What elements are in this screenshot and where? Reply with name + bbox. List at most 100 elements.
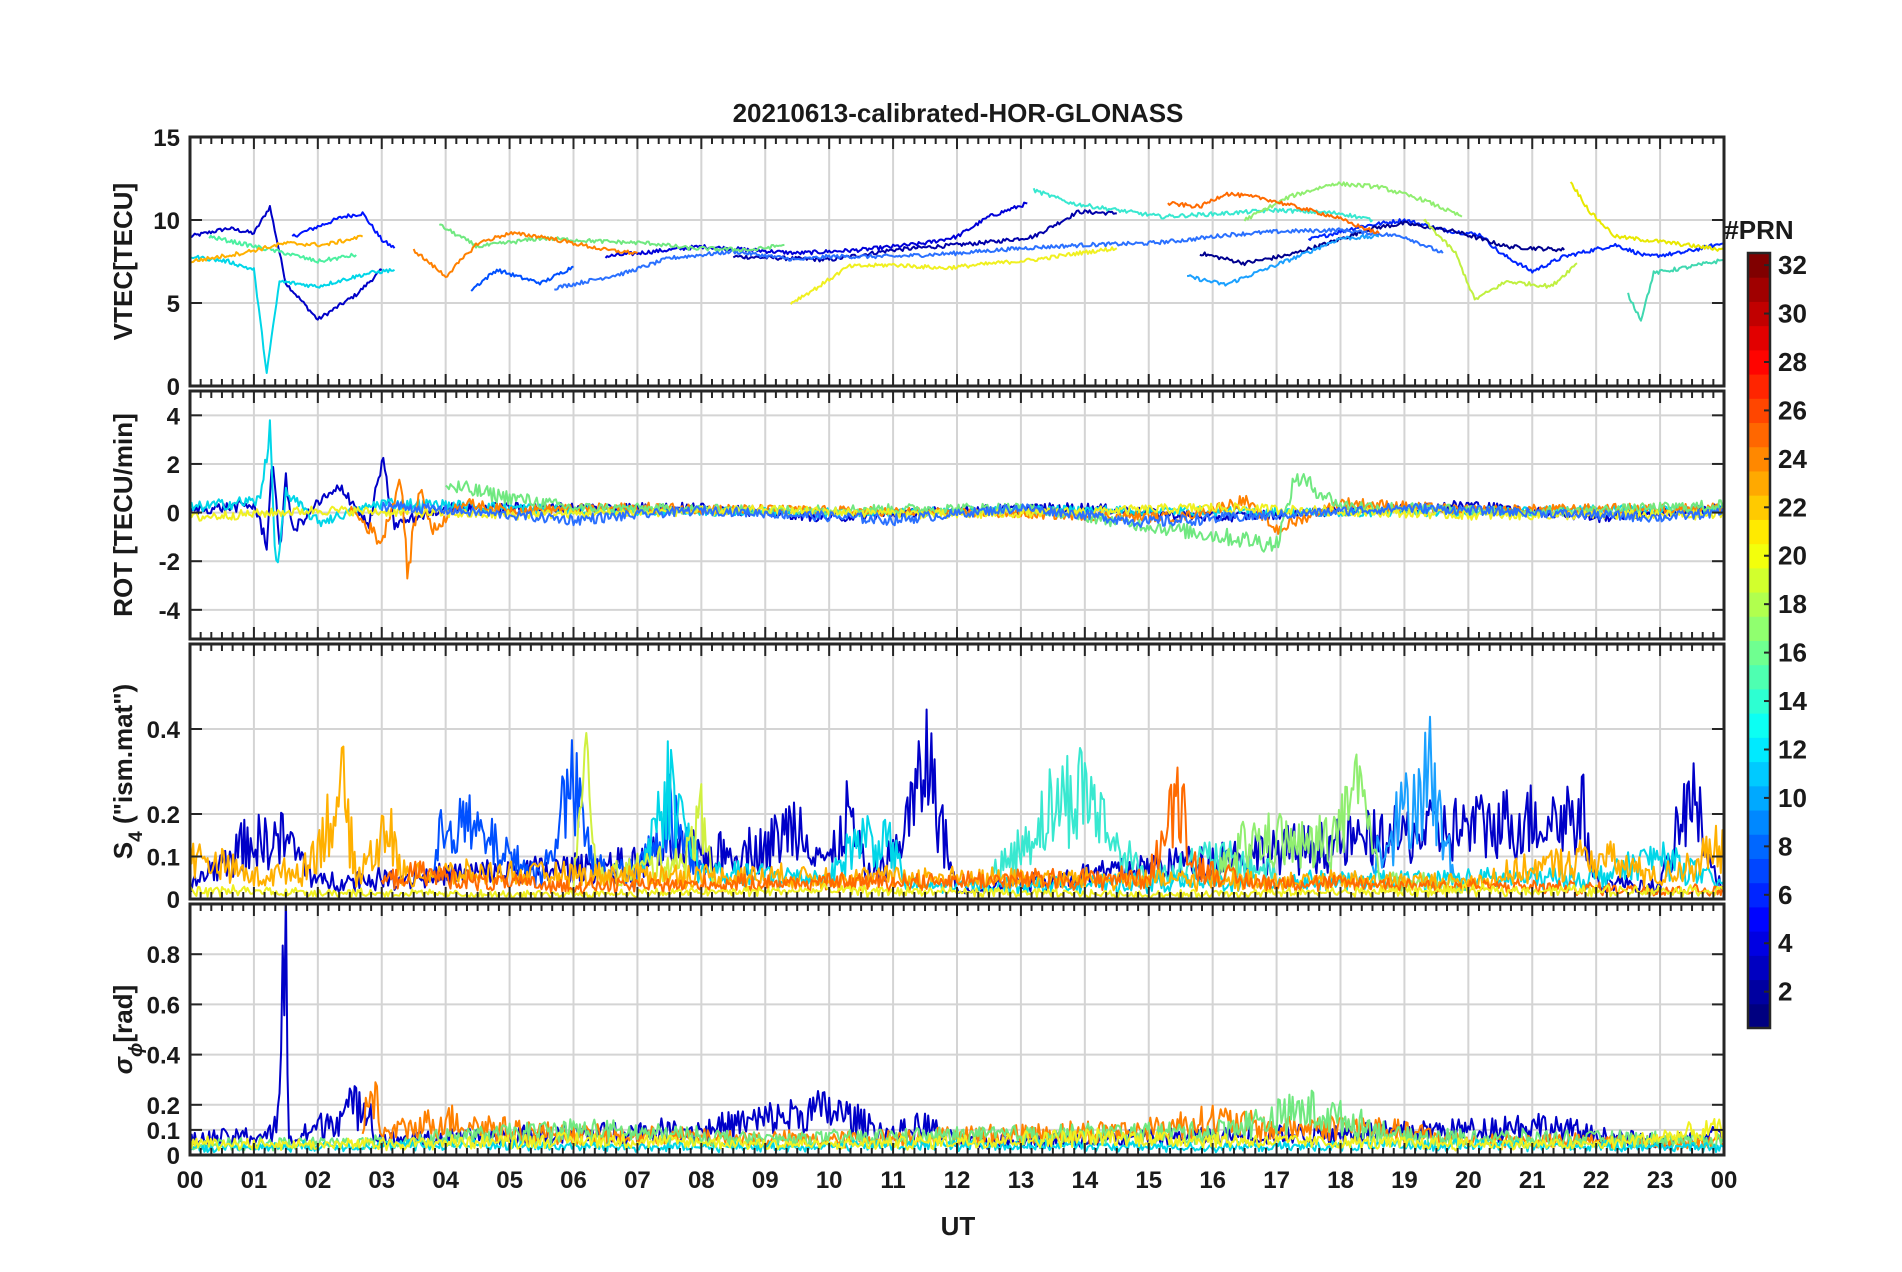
x-tick-label: 21: [1519, 1167, 1546, 1194]
colorbar-segment: [1748, 301, 1770, 327]
colorbar-segment: [1748, 882, 1770, 908]
colorbar-segment: [1748, 567, 1770, 593]
colorbar-tick-label: 8: [1778, 831, 1792, 861]
y-tick-label: 0.1: [147, 845, 180, 872]
colorbar-segment: [1748, 640, 1770, 666]
colorbar-tick-label: 10: [1778, 783, 1807, 813]
y-tick-label: -4: [159, 598, 181, 625]
x-tick-label: 08: [688, 1167, 715, 1194]
x-tick-label: 12: [944, 1167, 971, 1194]
panel-rot: -4 -2 0 2 4 ROT [TECU/min]: [108, 389, 1726, 641]
colorbar-segment: [1748, 470, 1770, 496]
series-line-prn-22: [190, 745, 1724, 894]
colorbar-segment: [1748, 906, 1770, 932]
x-tick-label: 07: [624, 1167, 651, 1194]
y-tick-label: 0.2: [147, 802, 180, 829]
colorbar-segment: [1748, 810, 1770, 835]
series-line-prn-20: [789, 246, 1118, 305]
x-tick-label: 03: [368, 1167, 395, 1194]
x-ticks: [189, 137, 1725, 386]
series-line-prn-8: [470, 265, 574, 292]
x-tick-label: 20: [1455, 1167, 1482, 1194]
y-ticks: -4 -2 0 2 4: [159, 403, 1724, 625]
colorbar-segment: [1748, 398, 1770, 424]
colorbar-tick-label: 28: [1778, 347, 1807, 377]
x-tick-label: 06: [560, 1167, 587, 1194]
y-tick-label: 0: [167, 374, 180, 401]
series-line-prn-23: [412, 231, 638, 279]
x-tick-label: 15: [1135, 1167, 1162, 1194]
series-line-prn-14: [1627, 258, 1724, 322]
series-group: [190, 181, 1724, 374]
x-tick-label: 00: [177, 1167, 204, 1194]
series-line-prn-16: [439, 223, 785, 253]
colorbar-tick-label: 30: [1778, 299, 1807, 329]
colorbar-segment: [1748, 374, 1770, 399]
x-tick-label: 04: [432, 1167, 459, 1194]
series-line-prn-9: [554, 227, 1444, 291]
chart-title: 20210613-calibrated-HOR-GLONASS: [733, 98, 1184, 128]
colorbar-segment: [1748, 979, 1770, 1005]
y-tick-label: 0: [167, 887, 180, 914]
colorbar-segment: [1748, 834, 1770, 859]
colorbar-segment: [1748, 737, 1770, 763]
series-line-prn-24: [1167, 191, 1380, 235]
colorbar-tick-label: 32: [1778, 250, 1807, 280]
series-group: [190, 419, 1724, 580]
series-line-prn-15: [208, 234, 357, 264]
colorbar-segment: [1748, 422, 1770, 448]
x-ticks: [189, 391, 1725, 639]
colorbar-segment: [1748, 616, 1770, 641]
y-tick-label: 0: [167, 501, 180, 528]
y-tick-label: 0.6: [147, 992, 180, 1019]
series-line-prn-9: [380, 501, 1724, 528]
colorbar-tick-label: 4: [1778, 928, 1793, 958]
y-tick-label: 0.8: [147, 942, 180, 969]
series-line-prn-4: [291, 211, 396, 249]
colorbar-tick-label: 18: [1778, 589, 1807, 619]
colorbar-tick-label: 12: [1778, 734, 1807, 764]
colorbar-segment: [1748, 592, 1770, 617]
colorbar-segment: [1748, 664, 1770, 690]
series-line-prn-11: [1186, 233, 1380, 287]
colorbar-tick-label: 20: [1778, 541, 1807, 571]
colorbar-segment: [1748, 713, 1770, 738]
series-line-prn-12: [190, 254, 396, 374]
y-tick-label: -2: [159, 549, 180, 576]
series-line-prn-5: [732, 209, 1117, 263]
colorbar-tick-label: 14: [1778, 686, 1807, 716]
colorbar-segment: [1748, 858, 1770, 884]
series-line-prn-10: [1371, 715, 1469, 894]
series-line-prn-3: [604, 201, 1028, 259]
colorbar-segment: [1748, 446, 1770, 472]
colorbar-label: #PRN: [1724, 215, 1793, 245]
x-tick-label: 17: [1263, 1167, 1290, 1194]
colorbar-tick-label: 24: [1778, 444, 1807, 474]
gridlines: [190, 904, 1724, 1155]
y-axis-label-rest: [rad]: [108, 985, 138, 1043]
colorbar-tick-label: 2: [1778, 977, 1792, 1007]
series-line-prn-20: [190, 502, 1724, 522]
y-ticks: 0 5 10 15: [153, 125, 1724, 401]
x-tick-label: 16: [1199, 1167, 1226, 1194]
panel-s4: 00.10.20.4S4 ("ism.mat"): [108, 642, 1726, 914]
x-tick-label: 11: [880, 1167, 905, 1194]
y-axis-label: VTEC[TECU]: [108, 183, 138, 340]
colorbar-tick-label: 16: [1778, 638, 1807, 668]
y-ticks: 0 0.1 0.2 0.4: [147, 717, 1724, 914]
y-axis-label-sub: 4: [126, 831, 147, 842]
colorbar-tick-label: 6: [1778, 880, 1792, 910]
series-line-prn-1: [1199, 220, 1565, 267]
colorbar-segment: [1748, 543, 1770, 569]
x-axis-label: UT: [941, 1211, 976, 1241]
y-axis-label-main: S: [108, 842, 138, 859]
colorbar-frame: [1746, 251, 1772, 1030]
x-tick-label: 02: [304, 1167, 331, 1194]
x-tick-label: 05: [496, 1167, 523, 1194]
x-tick-label: 19: [1391, 1167, 1418, 1194]
series-line-prn-17: [1243, 181, 1463, 222]
y-tick-label: 2: [167, 452, 180, 479]
y-axis-label: ROT [TECU/min]: [108, 413, 138, 617]
